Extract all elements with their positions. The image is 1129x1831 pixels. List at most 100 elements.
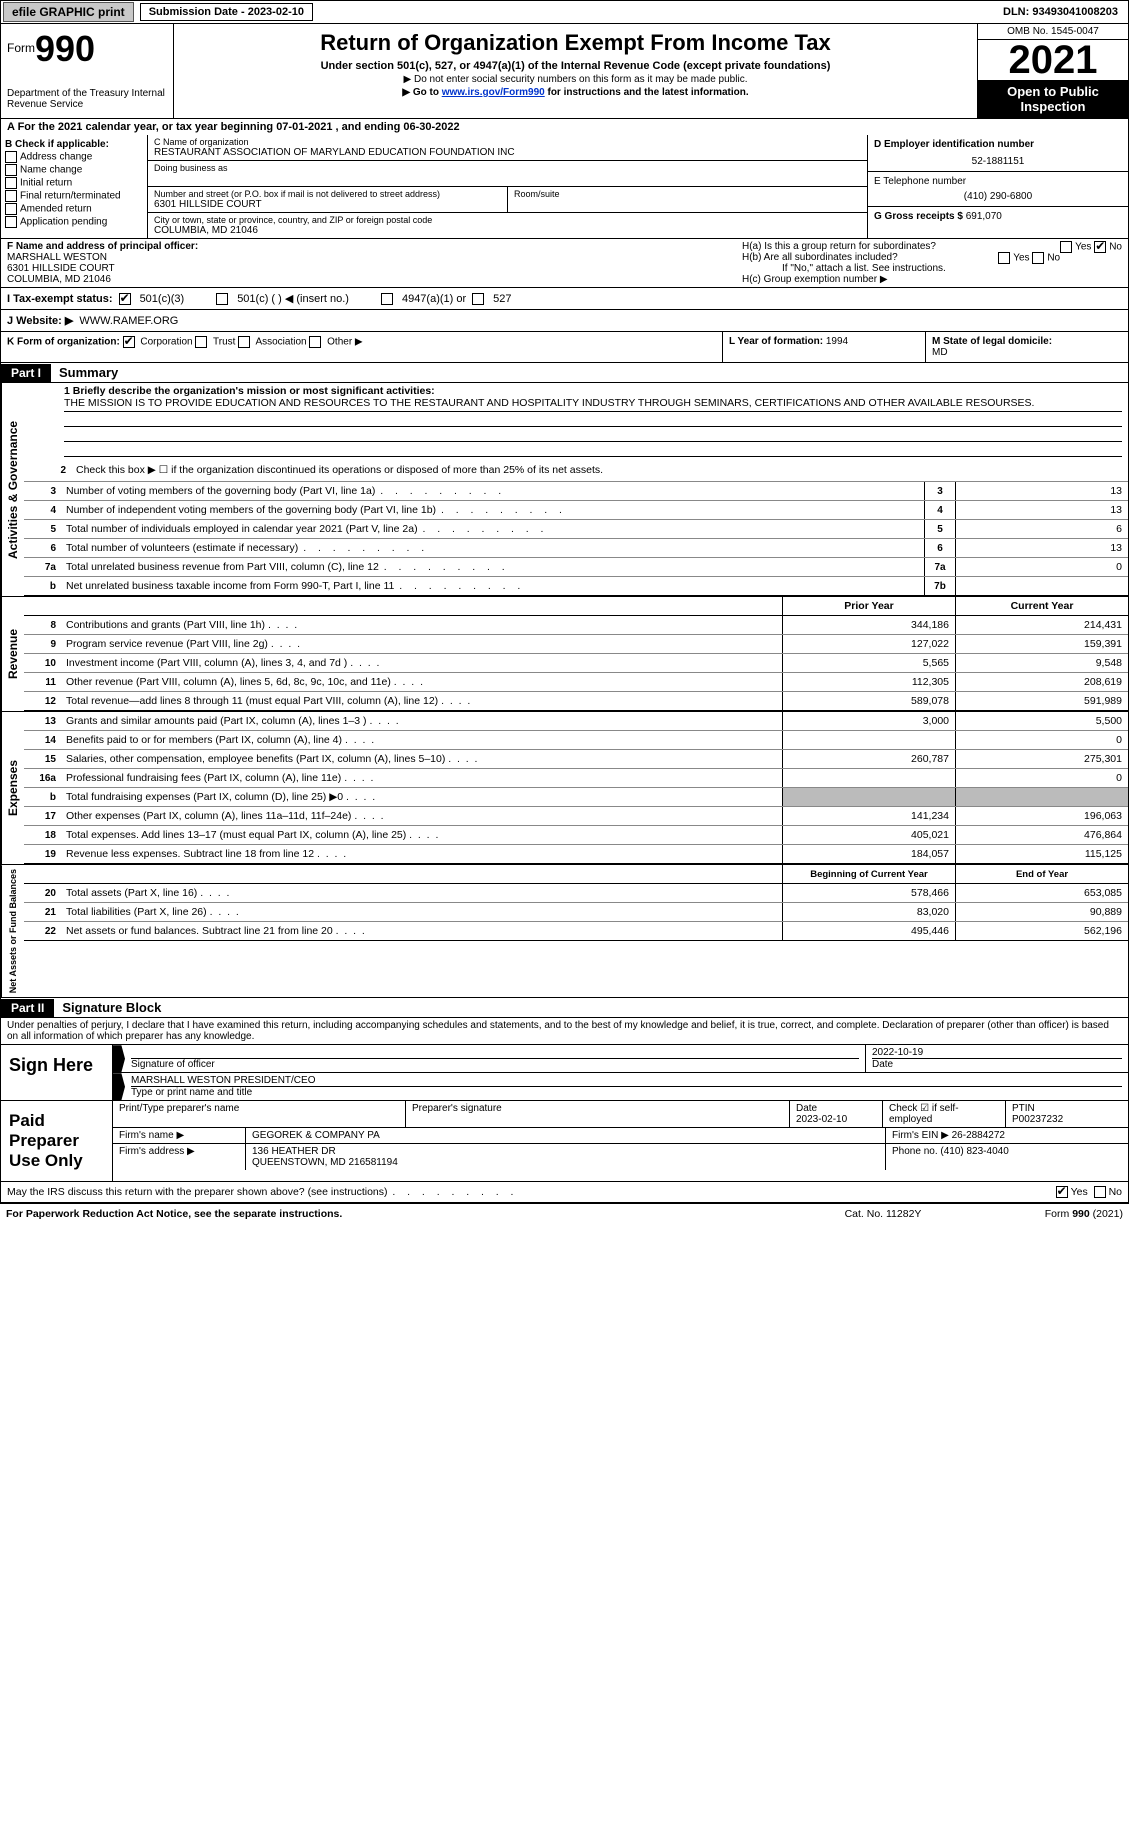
declaration-text: Under penalties of perjury, I declare th… bbox=[0, 1018, 1129, 1045]
footer: For Paperwork Reduction Act Notice, see … bbox=[0, 1203, 1129, 1224]
firm-addr2: QUEENSTOWN, MD 216581194 bbox=[252, 1157, 879, 1168]
side-governance: Activities & Governance bbox=[1, 383, 24, 596]
preparer-label: Paid Preparer Use Only bbox=[1, 1101, 113, 1181]
line-14: 14 Benefits paid to or for members (Part… bbox=[24, 731, 1128, 750]
sign-here-section: Sign Here Signature of officer 2022-10-1… bbox=[0, 1045, 1129, 1101]
firm-ein-label: Firm's EIN ▶ bbox=[892, 1130, 949, 1141]
section-fh: F Name and address of principal officer:… bbox=[0, 239, 1129, 288]
chk-initial-return[interactable]: Initial return bbox=[5, 177, 143, 189]
ptin-value: P00237232 bbox=[1012, 1114, 1063, 1125]
column-d: D Employer identification number 52-1881… bbox=[867, 135, 1128, 238]
prep-date: 2023-02-10 bbox=[796, 1114, 847, 1125]
prep-self-emp: Check ☑ if self-employed bbox=[883, 1101, 1006, 1127]
org-name-label: C Name of organization bbox=[154, 137, 861, 147]
line2-text: Check this box ▶ ☐ if the organization d… bbox=[72, 463, 1122, 477]
firm-ein: 26-2884272 bbox=[952, 1130, 1005, 1141]
section-bcd: B Check if applicable: Address change Na… bbox=[0, 135, 1129, 239]
ptin-label: PTIN bbox=[1012, 1103, 1035, 1114]
line-13: 13 Grants and similar amounts paid (Part… bbox=[24, 712, 1128, 731]
chk-amended[interactable]: Amended return bbox=[5, 203, 143, 215]
state-domicile: MD bbox=[932, 347, 948, 358]
printed-name-label: Type or print name and title bbox=[131, 1086, 1122, 1098]
chk-address-change[interactable]: Address change bbox=[5, 151, 143, 163]
form990-link[interactable]: www.irs.gov/Form990 bbox=[442, 87, 545, 98]
hb-row: H(b) Are all subordinates included? Yes … bbox=[742, 252, 1122, 263]
firm-name-label: Firm's name ▶ bbox=[113, 1128, 246, 1143]
chk-other[interactable] bbox=[309, 336, 321, 348]
form-ref: Form 990 (2021) bbox=[963, 1208, 1123, 1220]
gov-line-b: b Net unrelated business taxable income … bbox=[24, 577, 1128, 596]
chk-501c[interactable] bbox=[216, 293, 228, 305]
arrow-icon bbox=[113, 1045, 125, 1072]
efile-print-button[interactable]: efile GRAPHIC print bbox=[3, 2, 134, 22]
row-a-period: A For the 2021 calendar year, or tax yea… bbox=[0, 119, 1129, 135]
officer-addr2: COLUMBIA, MD 21046 bbox=[7, 274, 730, 285]
line-b: b Total fundraising expenses (Part IX, c… bbox=[24, 788, 1128, 807]
prep-name-label: Print/Type preparer's name bbox=[113, 1101, 406, 1127]
line-12: 12 Total revenue—add lines 8 through 11 … bbox=[24, 692, 1128, 711]
hb-note: If "No," attach a list. See instructions… bbox=[742, 263, 1122, 274]
row-j: J Website: ▶ WWW.RAMEF.ORG bbox=[0, 310, 1129, 332]
line1-label: 1 Briefly describe the organization's mi… bbox=[64, 385, 435, 397]
chk-pending[interactable]: Application pending bbox=[5, 216, 143, 228]
line-10: 10 Investment income (Part VIII, column … bbox=[24, 654, 1128, 673]
ein-label: D Employer identification number bbox=[874, 139, 1122, 150]
preparer-section: Paid Preparer Use Only Print/Type prepar… bbox=[0, 1101, 1129, 1182]
addr-label: Number and street (or P.O. box if mail i… bbox=[154, 189, 501, 199]
subtitle-1: Under section 501(c), 527, or 4947(a)(1)… bbox=[182, 60, 969, 72]
year-formation: 1994 bbox=[826, 336, 848, 347]
discuss-no[interactable] bbox=[1094, 1186, 1106, 1198]
line-17: 17 Other expenses (Part IX, column (A), … bbox=[24, 807, 1128, 826]
line-21: 21 Total liabilities (Part X, line 26) 8… bbox=[24, 903, 1128, 922]
prep-date-label: Date bbox=[796, 1103, 817, 1114]
hc-row: H(c) Group exemption number ▶ bbox=[742, 274, 1122, 285]
chk-name-change[interactable]: Name change bbox=[5, 164, 143, 176]
gross-label: G Gross receipts $ bbox=[874, 211, 963, 222]
ein-value: 52-1881151 bbox=[874, 150, 1122, 167]
gov-line-5: 5 Total number of individuals employed i… bbox=[24, 520, 1128, 539]
submission-date: Submission Date - 2023-02-10 bbox=[140, 3, 313, 21]
gov-line-3: 3 Number of voting members of the govern… bbox=[24, 482, 1128, 501]
revenue-section: Revenue Prior Year Current Year 8 Contri… bbox=[0, 597, 1129, 712]
column-b-checkboxes: B Check if applicable: Address change Na… bbox=[1, 135, 148, 238]
governance-section: Activities & Governance 1 Briefly descri… bbox=[0, 383, 1129, 597]
chk-trust[interactable] bbox=[195, 336, 207, 348]
firm-name: GEGOREK & COMPANY PA bbox=[246, 1128, 886, 1143]
chk-527[interactable] bbox=[472, 293, 484, 305]
row-klm: K Form of organization: Corporation Trus… bbox=[0, 332, 1129, 363]
sign-here-label: Sign Here bbox=[1, 1045, 113, 1100]
sign-date: 2022-10-19 bbox=[872, 1047, 1122, 1058]
website-value: WWW.RAMEF.ORG bbox=[79, 315, 178, 327]
col-end: End of Year bbox=[955, 865, 1128, 883]
discuss-yes[interactable] bbox=[1056, 1186, 1068, 1198]
paperwork-notice: For Paperwork Reduction Act Notice, see … bbox=[6, 1208, 803, 1220]
chk-assoc[interactable] bbox=[238, 336, 250, 348]
chk-final-return[interactable]: Final return/terminated bbox=[5, 190, 143, 202]
line-20: 20 Total assets (Part X, line 16) 578,46… bbox=[24, 884, 1128, 903]
firm-addr1: 136 HEATHER DR bbox=[252, 1146, 879, 1157]
part2-header: Part II Signature Block bbox=[0, 998, 1129, 1018]
line-8: 8 Contributions and grants (Part VIII, l… bbox=[24, 616, 1128, 635]
city-label: City or town, state or province, country… bbox=[154, 215, 861, 225]
ha-row: H(a) Is this a group return for subordin… bbox=[742, 241, 1122, 252]
arrow-icon bbox=[113, 1073, 125, 1100]
chk-501c3[interactable] bbox=[119, 293, 131, 305]
chk-4947[interactable] bbox=[381, 293, 393, 305]
topbar: efile GRAPHIC print Submission Date - 20… bbox=[0, 0, 1129, 24]
form-number: Form990 bbox=[7, 28, 167, 70]
chk-corp[interactable] bbox=[123, 336, 135, 348]
side-revenue: Revenue bbox=[1, 597, 24, 711]
officer-label: F Name and address of principal officer: bbox=[7, 241, 198, 252]
line-16a: 16a Professional fundraising fees (Part … bbox=[24, 769, 1128, 788]
form-title: Return of Organization Exempt From Incom… bbox=[182, 30, 969, 56]
dln: DLN: 93493041008203 bbox=[999, 4, 1128, 20]
line-11: 11 Other revenue (Part VIII, column (A),… bbox=[24, 673, 1128, 692]
line-22: 22 Net assets or fund balances. Subtract… bbox=[24, 922, 1128, 941]
open-inspection: Open to Public Inspection bbox=[978, 80, 1128, 118]
city-state-zip: COLUMBIA, MD 21046 bbox=[154, 225, 861, 236]
part1-header: Part I Summary bbox=[0, 363, 1129, 383]
tel-label: E Telephone number bbox=[874, 176, 1122, 187]
sig-officer-label: Signature of officer bbox=[131, 1058, 859, 1070]
tel-value: (410) 290-6800 bbox=[874, 187, 1122, 202]
tax-year: 2021 bbox=[978, 40, 1128, 80]
